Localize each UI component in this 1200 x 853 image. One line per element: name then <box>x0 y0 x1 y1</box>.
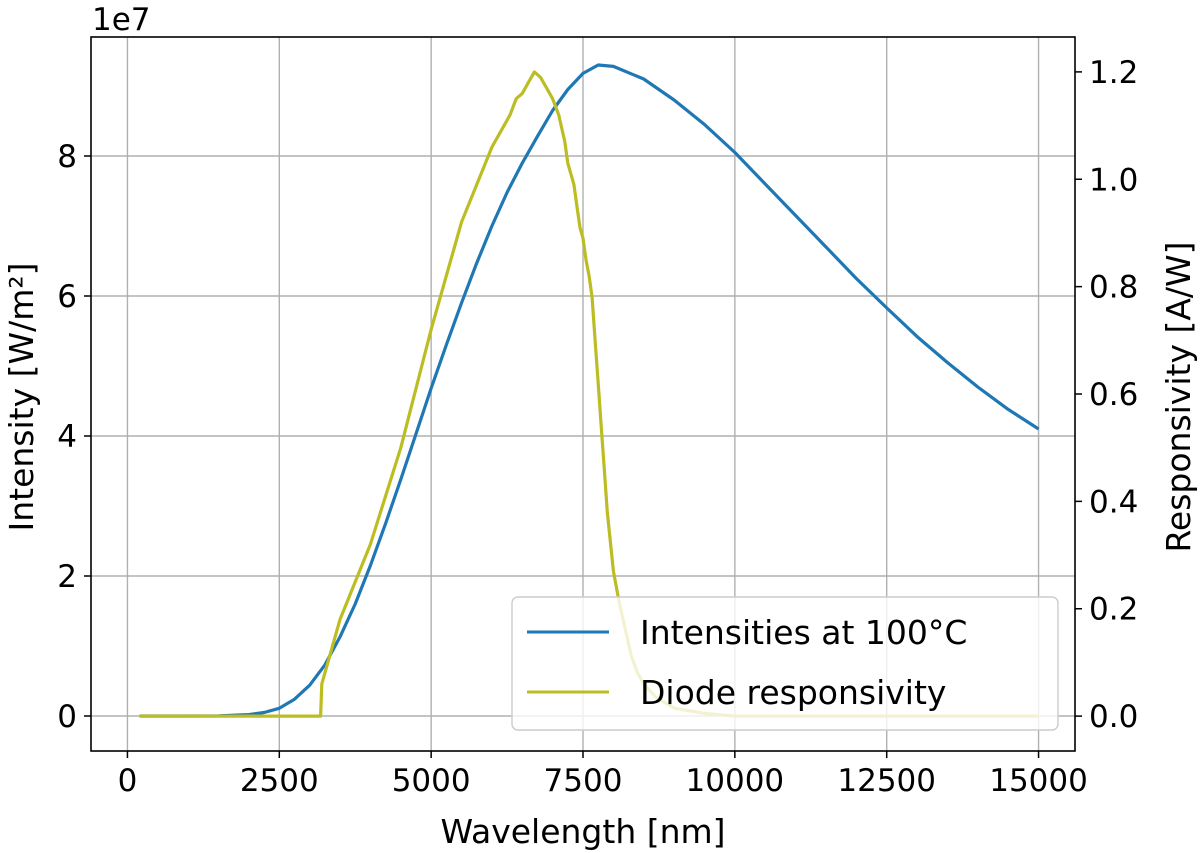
ticks: 0 2500 5000 7500 10000 12500 15000 0 2 4 6 8 0.0 0.2 0… <box>57 55 1138 799</box>
y-tick-label: 2 <box>57 559 77 595</box>
y2-tick-label: 0.8 <box>1089 270 1138 306</box>
x-tick-label: 15000 <box>989 763 1088 799</box>
x-tick-label: 2500 <box>240 763 319 799</box>
x-tick-label: 10000 <box>686 763 785 799</box>
legend: Intensities at 100°C Diode responsivity <box>511 596 1059 731</box>
y2-tick-label: 1.2 <box>1089 55 1138 91</box>
y2-tick-label: 0.6 <box>1089 377 1138 413</box>
y-offset-label: 1e7 <box>92 2 151 38</box>
series-line-intensities <box>139 63 1040 718</box>
x-axis-title: Wavelength [nm] <box>440 812 725 851</box>
y-tick-label: 4 <box>57 419 77 455</box>
y-axis-title: Intensity [W/m²] <box>2 263 41 532</box>
y2-tick-label: 1.0 <box>1089 162 1138 198</box>
x-tick-label: 12500 <box>837 763 936 799</box>
y2-tick-label: 0.2 <box>1089 592 1138 628</box>
y2-tick-label: 0.0 <box>1089 699 1138 735</box>
legend-label-intensities: Intensities at 100°C <box>640 613 967 652</box>
y-tick-label: 6 <box>57 279 77 315</box>
y-tick-label: 0 <box>57 699 77 735</box>
x-tick-label: 7500 <box>544 763 623 799</box>
x-tick-label: 5000 <box>392 763 471 799</box>
y-tick-label: 8 <box>57 139 77 175</box>
legend-box <box>511 596 1059 731</box>
x-tick-label: 0 <box>118 763 138 799</box>
legend-label-responsivity: Diode responsivity <box>640 673 946 712</box>
y2-tick-label: 0.4 <box>1089 484 1138 520</box>
y2-axis-title: Responsivity [A/W] <box>1159 241 1198 552</box>
